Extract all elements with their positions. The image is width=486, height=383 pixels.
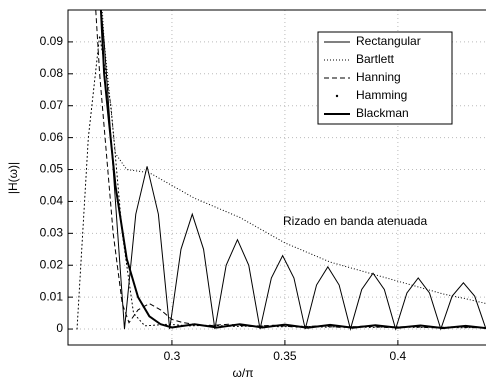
y-tick-label: 0 (56, 321, 63, 335)
y-tick-label: 0.08 (40, 66, 64, 80)
y-tick-label: 0.05 (40, 162, 64, 176)
x-tick-label: 0.35 (273, 349, 297, 363)
x-tick-label: 0.3 (164, 349, 181, 363)
series-line (100, 10, 486, 331)
y-tick-label: 0.07 (40, 98, 64, 112)
y-tick-label: 0.01 (40, 289, 64, 303)
legend-label: Rectangular (356, 34, 421, 48)
y-tick-label: 0.09 (40, 34, 64, 48)
y-tick-label: 0.03 (40, 226, 64, 240)
x-tick-label: 0.4 (390, 349, 407, 363)
series-line (101, 10, 486, 305)
axes-frame (67, 9, 486, 346)
x-axis-label: ω/π (233, 366, 254, 380)
legend-swatch (335, 94, 339, 98)
series-line (99, 10, 486, 330)
annotation: Rizado en banda atenuada (283, 214, 427, 228)
legend-label: Bartlett (356, 52, 395, 66)
legend-label: Hamming (356, 88, 407, 102)
y-tick-label: 0.04 (40, 194, 64, 208)
plot-area (76, 10, 486, 331)
legend-label: Hanning (356, 70, 401, 84)
y-axis-label: |H(ω)| (6, 162, 20, 194)
legend-label: Blackman (356, 106, 409, 120)
y-tick-label: 0.06 (40, 130, 64, 144)
y-tick-label: 0.02 (40, 257, 64, 271)
